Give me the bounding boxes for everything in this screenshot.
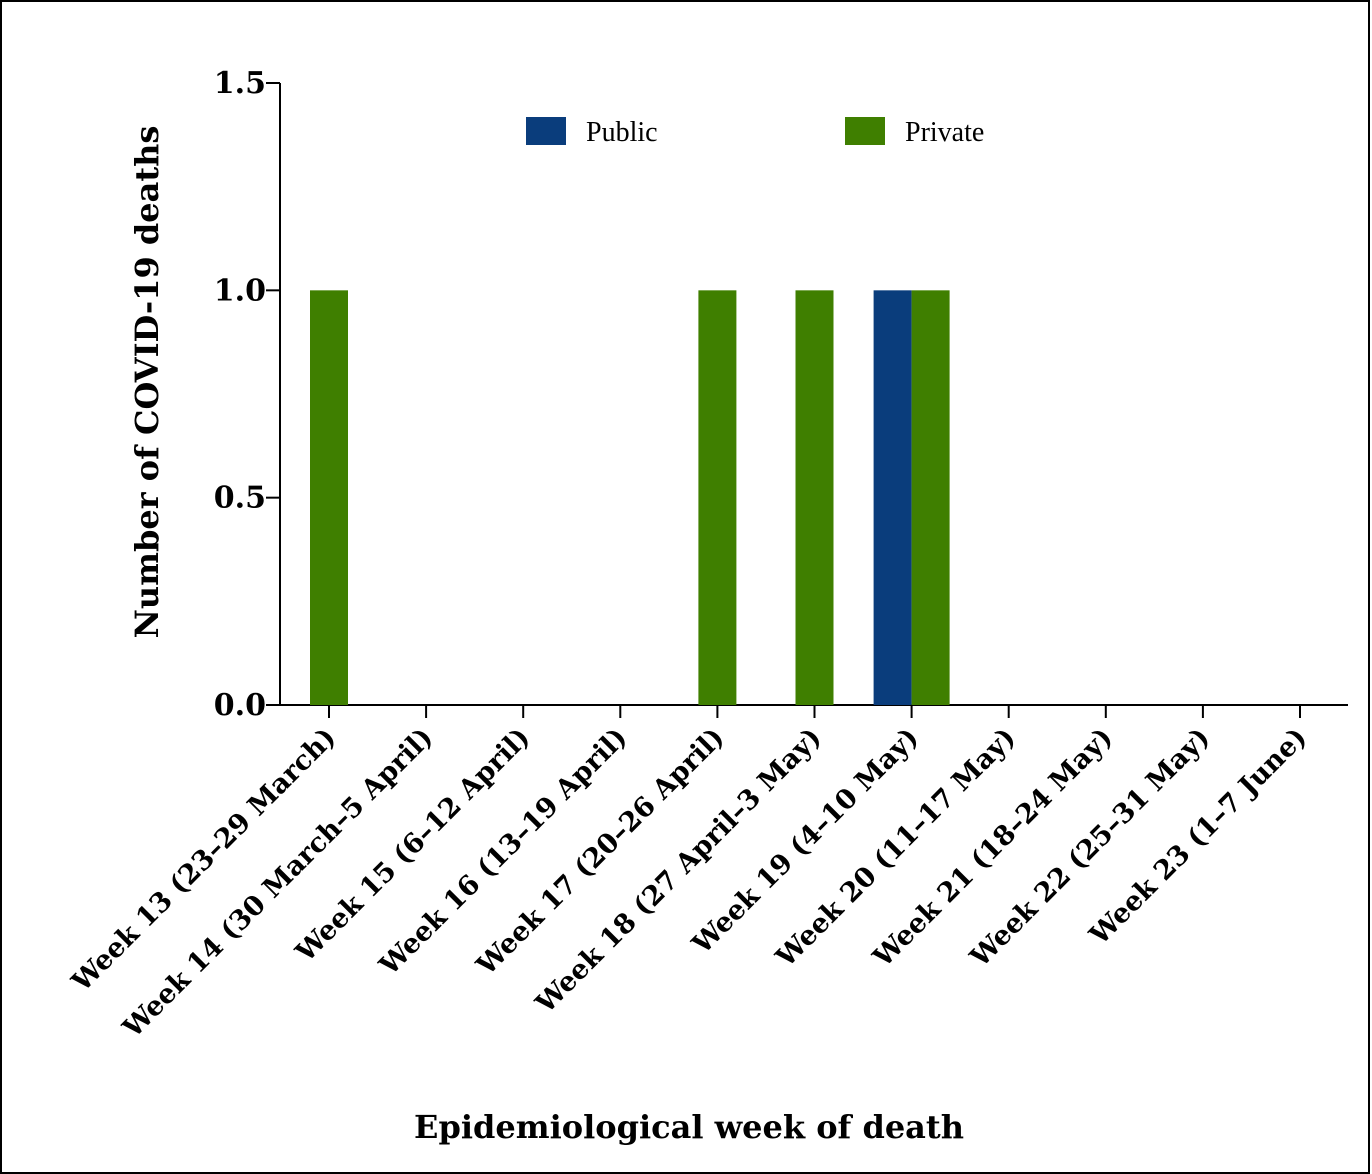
- legend-swatch: [845, 117, 885, 145]
- y-tick-label: 0.5: [214, 481, 266, 516]
- y-tick-label: 1.5: [214, 66, 266, 101]
- y-axis-title: Number of COVID-19 deaths: [128, 126, 166, 639]
- bars: [310, 290, 950, 705]
- legend-label: Private: [905, 117, 984, 148]
- y-tick-label: 1.0: [214, 273, 266, 308]
- bar-private: [310, 290, 348, 705]
- y-ticks: 0.0 0.5 1.0 1.5: [214, 66, 280, 723]
- bar-private: [698, 290, 737, 705]
- x-axis-title: Epidemiological week of death: [414, 1108, 964, 1146]
- y-tick-label: 0.0: [214, 688, 266, 723]
- bar-private: [795, 290, 834, 705]
- legend: Public Private: [526, 117, 984, 148]
- legend-swatch: [526, 117, 566, 145]
- bar-public: [873, 290, 912, 705]
- x-ticks: Week 13 (23–29 March)Week 14 (30 March–5…: [66, 705, 1313, 1044]
- bar-private: [911, 290, 950, 705]
- legend-label: Public: [586, 117, 658, 148]
